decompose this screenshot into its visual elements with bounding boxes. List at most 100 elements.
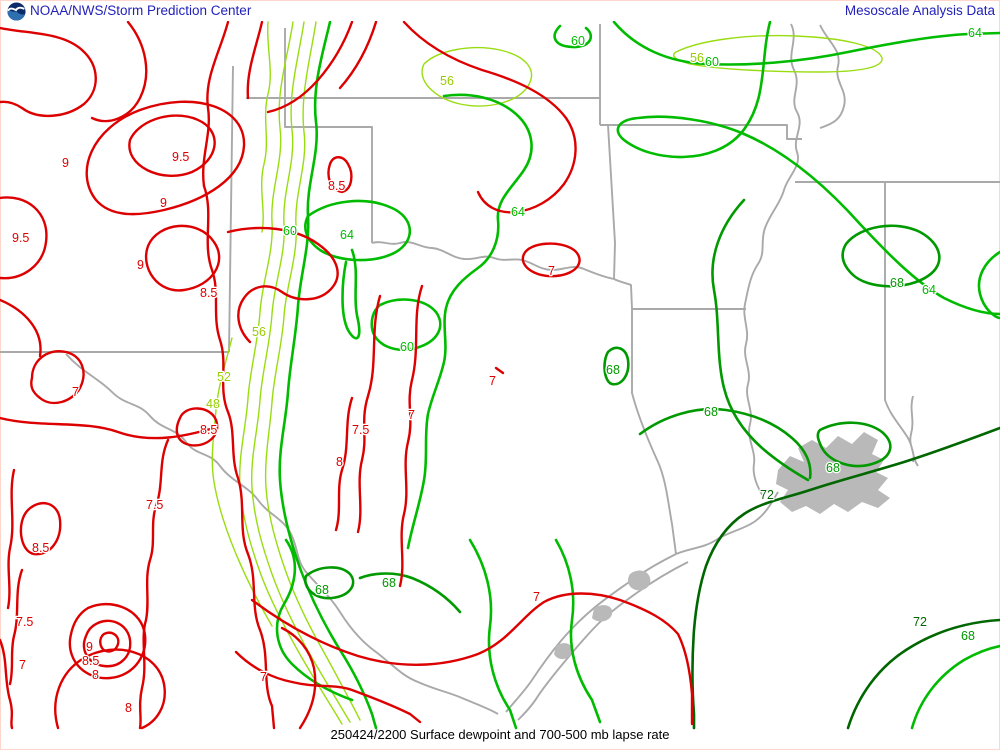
lapse-contour-9 [144,224,221,292]
contour-label-68: 68 [606,363,620,377]
dewpoint-contour-60-tongue [304,199,412,262]
lapse-contour-7.5 [356,294,382,534]
coast-la-west [675,491,779,555]
lapse-contour-9-ring [99,631,120,653]
contour-label-52: 52 [217,370,231,384]
dewpoint-contour-60-hook [553,24,593,49]
dewpoint-contour-72 [691,426,1000,730]
lapse-contour-9.5 [128,114,216,177]
contour-label-68: 68 [704,405,718,419]
contour-label-9.5: 9.5 [12,231,29,245]
lapse-contour-9 [85,100,246,216]
contour-label-68: 68 [826,461,840,475]
lapse-rate-contours [0,21,694,730]
river-mississippi [743,23,801,499]
noaa-logo [7,2,26,21]
contour-label-48: 48 [206,397,220,411]
contour-label-56: 56 [440,74,454,88]
lapse-contour-7 [234,650,422,724]
lapse-contour-7-ring [30,350,85,405]
dewpoint-contour [261,21,271,233]
dewpoint-contour-68 [358,572,462,614]
coast-texas-islands [517,561,689,721]
river-red [371,241,615,280]
page-title: Mesoscale Analysis Data [844,3,995,18]
contour-label-60: 60 [283,224,297,238]
border-ok-ks [246,28,600,243]
lapse-contour [266,21,354,114]
header-bar: NOAA/NWS/Storm Prediction Center Mesosca… [0,0,1000,22]
lapse-contour [202,21,230,188]
contour-label-7: 7 [260,670,267,684]
contour-label-7: 7 [19,658,26,672]
contour-label-72: 72 [913,615,927,629]
contour-label-8.5: 8.5 [200,286,217,300]
lapse-contour-7 [398,284,424,588]
map-body [0,21,1000,730]
dewpoint-contour-64 [742,132,1000,316]
contour-label-9: 9 [86,640,93,654]
contour-labels: 9 9.599.598.58.577777.588.57.58.57.5798.5… [11,25,984,717]
contour-label-8.5: 8.5 [328,179,345,193]
dewpoint-contour-60 [278,21,378,730]
contour-label-7: 7 [489,374,496,388]
lapse-contour-7-gulf [250,592,694,726]
contour-label-56: 56 [690,51,704,65]
river-rio-grande [65,353,499,715]
contour-label-7: 7 [548,264,555,278]
contour-label-8.5: 8.5 [200,423,217,437]
dewpoint-contour-56-loop [421,47,533,107]
dewpoint-contours-light [211,21,883,725]
lapse-contour [90,21,148,123]
lapse-contour-8.5-hook [327,156,353,194]
dewpoint-contour-68 [910,644,1000,730]
dewpoint-contour [250,21,351,723]
contour-label-7: 7 [72,385,79,399]
contour-label-9: 9 [137,258,144,272]
contour-label-60: 60 [705,55,719,69]
lapse-contour [280,626,317,730]
bay-corpus [554,643,573,660]
dewpoint-contour [238,21,343,725]
lapse-contour [0,416,216,440]
dewpoint-contour-60 [612,21,1000,66]
lapse-contour-7 [0,638,14,730]
lapse-contour-8.5 [202,184,276,730]
noaa-logo-sea [7,8,26,21]
dewpoint-contour-68-loop [841,224,941,288]
contour-label-8: 8 [125,701,132,715]
dewpoint-contours-high [304,198,1000,730]
contour-label-64: 64 [511,205,525,219]
contour-label-60: 60 [571,34,585,48]
lapse-contour-8-ring [68,603,147,680]
contour-label-8.5: 8.5 [82,654,99,668]
dewpoint-contour [554,538,602,724]
contour-label-8: 8 [92,668,99,682]
lapse-contour-9.5 [0,196,48,280]
noaa-gull-icon [7,6,25,12]
contour-label-7: 7 [533,590,540,604]
map-caption: 250424/2200 Surface dewpoint and 700-500… [330,727,670,742]
contour-label-7.5: 7.5 [146,498,163,512]
dewpoint-contour-68-loop [304,566,355,600]
contour-label-56: 56 [252,325,266,339]
lapse-contour-8 [334,396,354,532]
contour-label-9: 9 [160,196,167,210]
bay-matagorda [592,605,613,622]
contour-label-7.5: 7.5 [352,423,369,437]
river-ne-corner [819,24,846,129]
lapse-contour-8.5-loop [19,501,62,556]
lapse-contour [226,226,339,344]
dewpoint-contour-64 [341,248,361,340]
lapse-contour-8.5-ring [82,619,132,668]
border-ok-ar [607,124,616,280]
coast-texas [505,553,677,713]
dewpoint-contours [275,21,1000,730]
lapse-contour [402,21,577,214]
dewpoint-contour [468,538,518,730]
lapse-contour [338,21,378,90]
dewpoint-contour [264,21,361,721]
dewpoint-contour-68-oval [603,346,630,386]
